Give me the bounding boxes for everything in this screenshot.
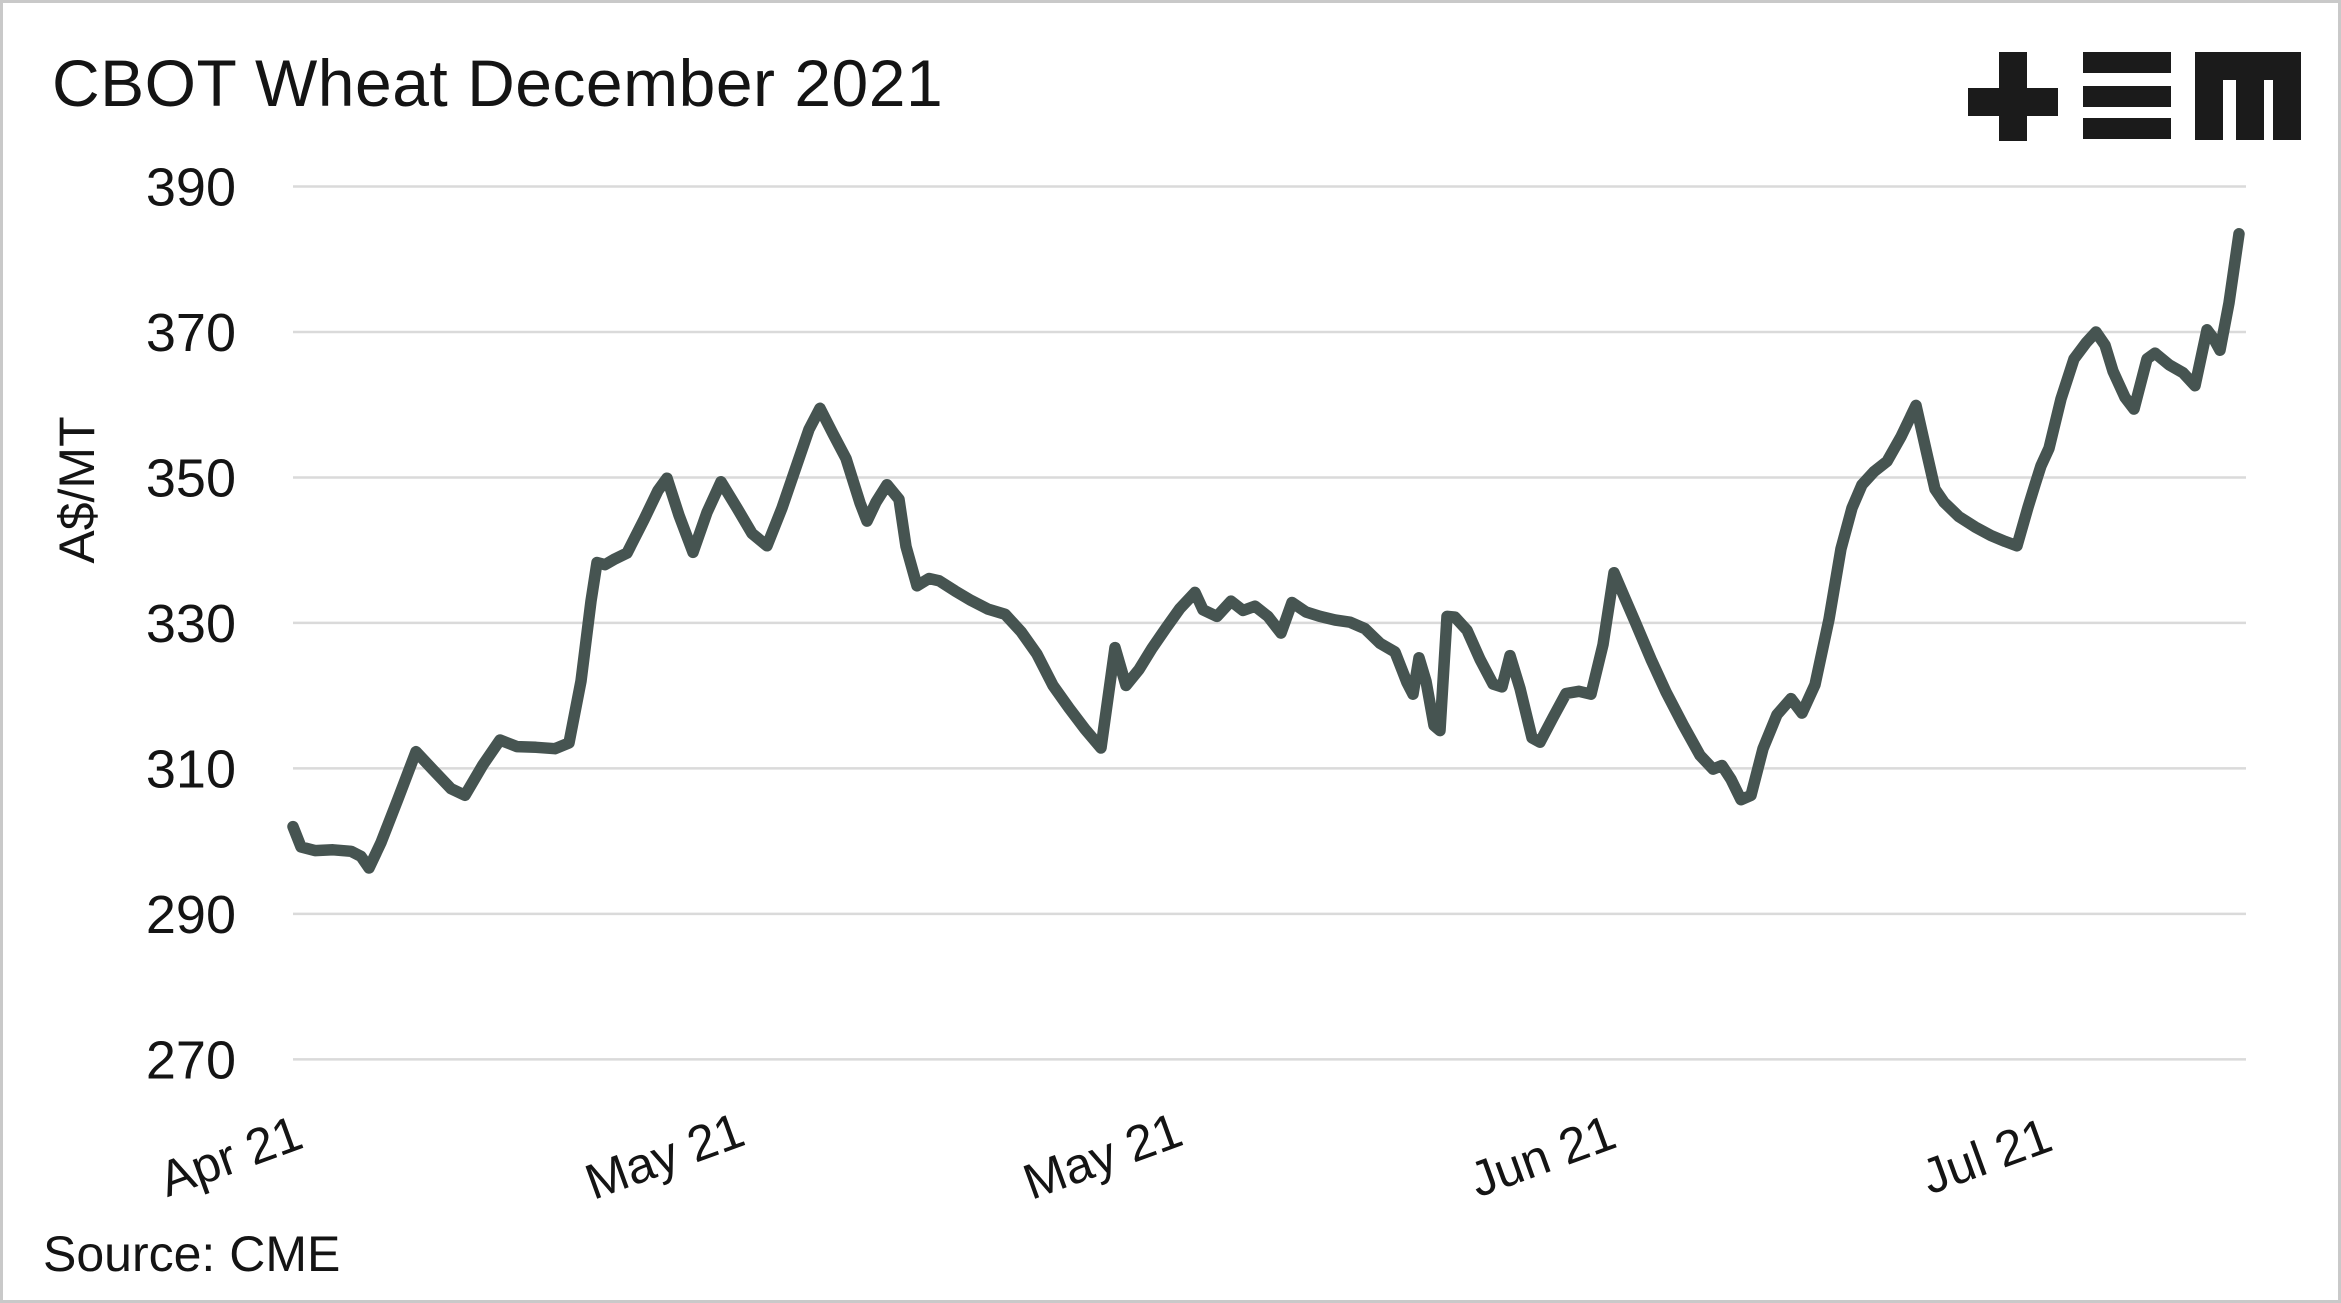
triple-bar-icon (2083, 52, 2171, 139)
x-tick-label-2: May 21 (1016, 1102, 1189, 1211)
page-title: CBOT Wheat December 2021 (52, 46, 944, 120)
y-tick-label-370: 370 (146, 303, 236, 363)
plus-icon (1968, 52, 2058, 141)
x-tick-label-1: May 21 (578, 1102, 751, 1211)
gridlines (293, 185, 2246, 1061)
x-axis-tick-labels: Apr 21 May 21 May 21 Jun 21 Jul 21 (152, 1102, 2059, 1211)
source-note: Source: CME (43, 1226, 341, 1282)
y-tick-label-350: 350 (146, 448, 236, 508)
y-axis-tick-labels: 390 370 350 330 310 290 270 (146, 158, 236, 1091)
m-letter-icon (2195, 52, 2301, 140)
price-line-series (287, 228, 2245, 874)
price-line-0 (287, 228, 2245, 874)
y-tick-label-290: 290 (146, 885, 236, 945)
price-chart: 390 370 350 330 310 290 270 Apr 21 May 21 May 21… (49, 52, 2301, 1211)
y-tick-label-390: 390 (146, 158, 236, 218)
y-tick-label-330: 330 (146, 594, 236, 654)
y-tick-label-310: 310 (146, 739, 236, 799)
y-tick-label-270: 270 (146, 1030, 236, 1090)
x-tick-label-3: Jun 21 (1463, 1104, 1623, 1208)
x-tick-label-4: Jul 21 (1914, 1107, 2059, 1205)
tem-logo (1968, 52, 2301, 141)
x-tick-label-0: Apr 21 (152, 1105, 310, 1208)
y-axis-title: A$/MT (49, 416, 105, 563)
